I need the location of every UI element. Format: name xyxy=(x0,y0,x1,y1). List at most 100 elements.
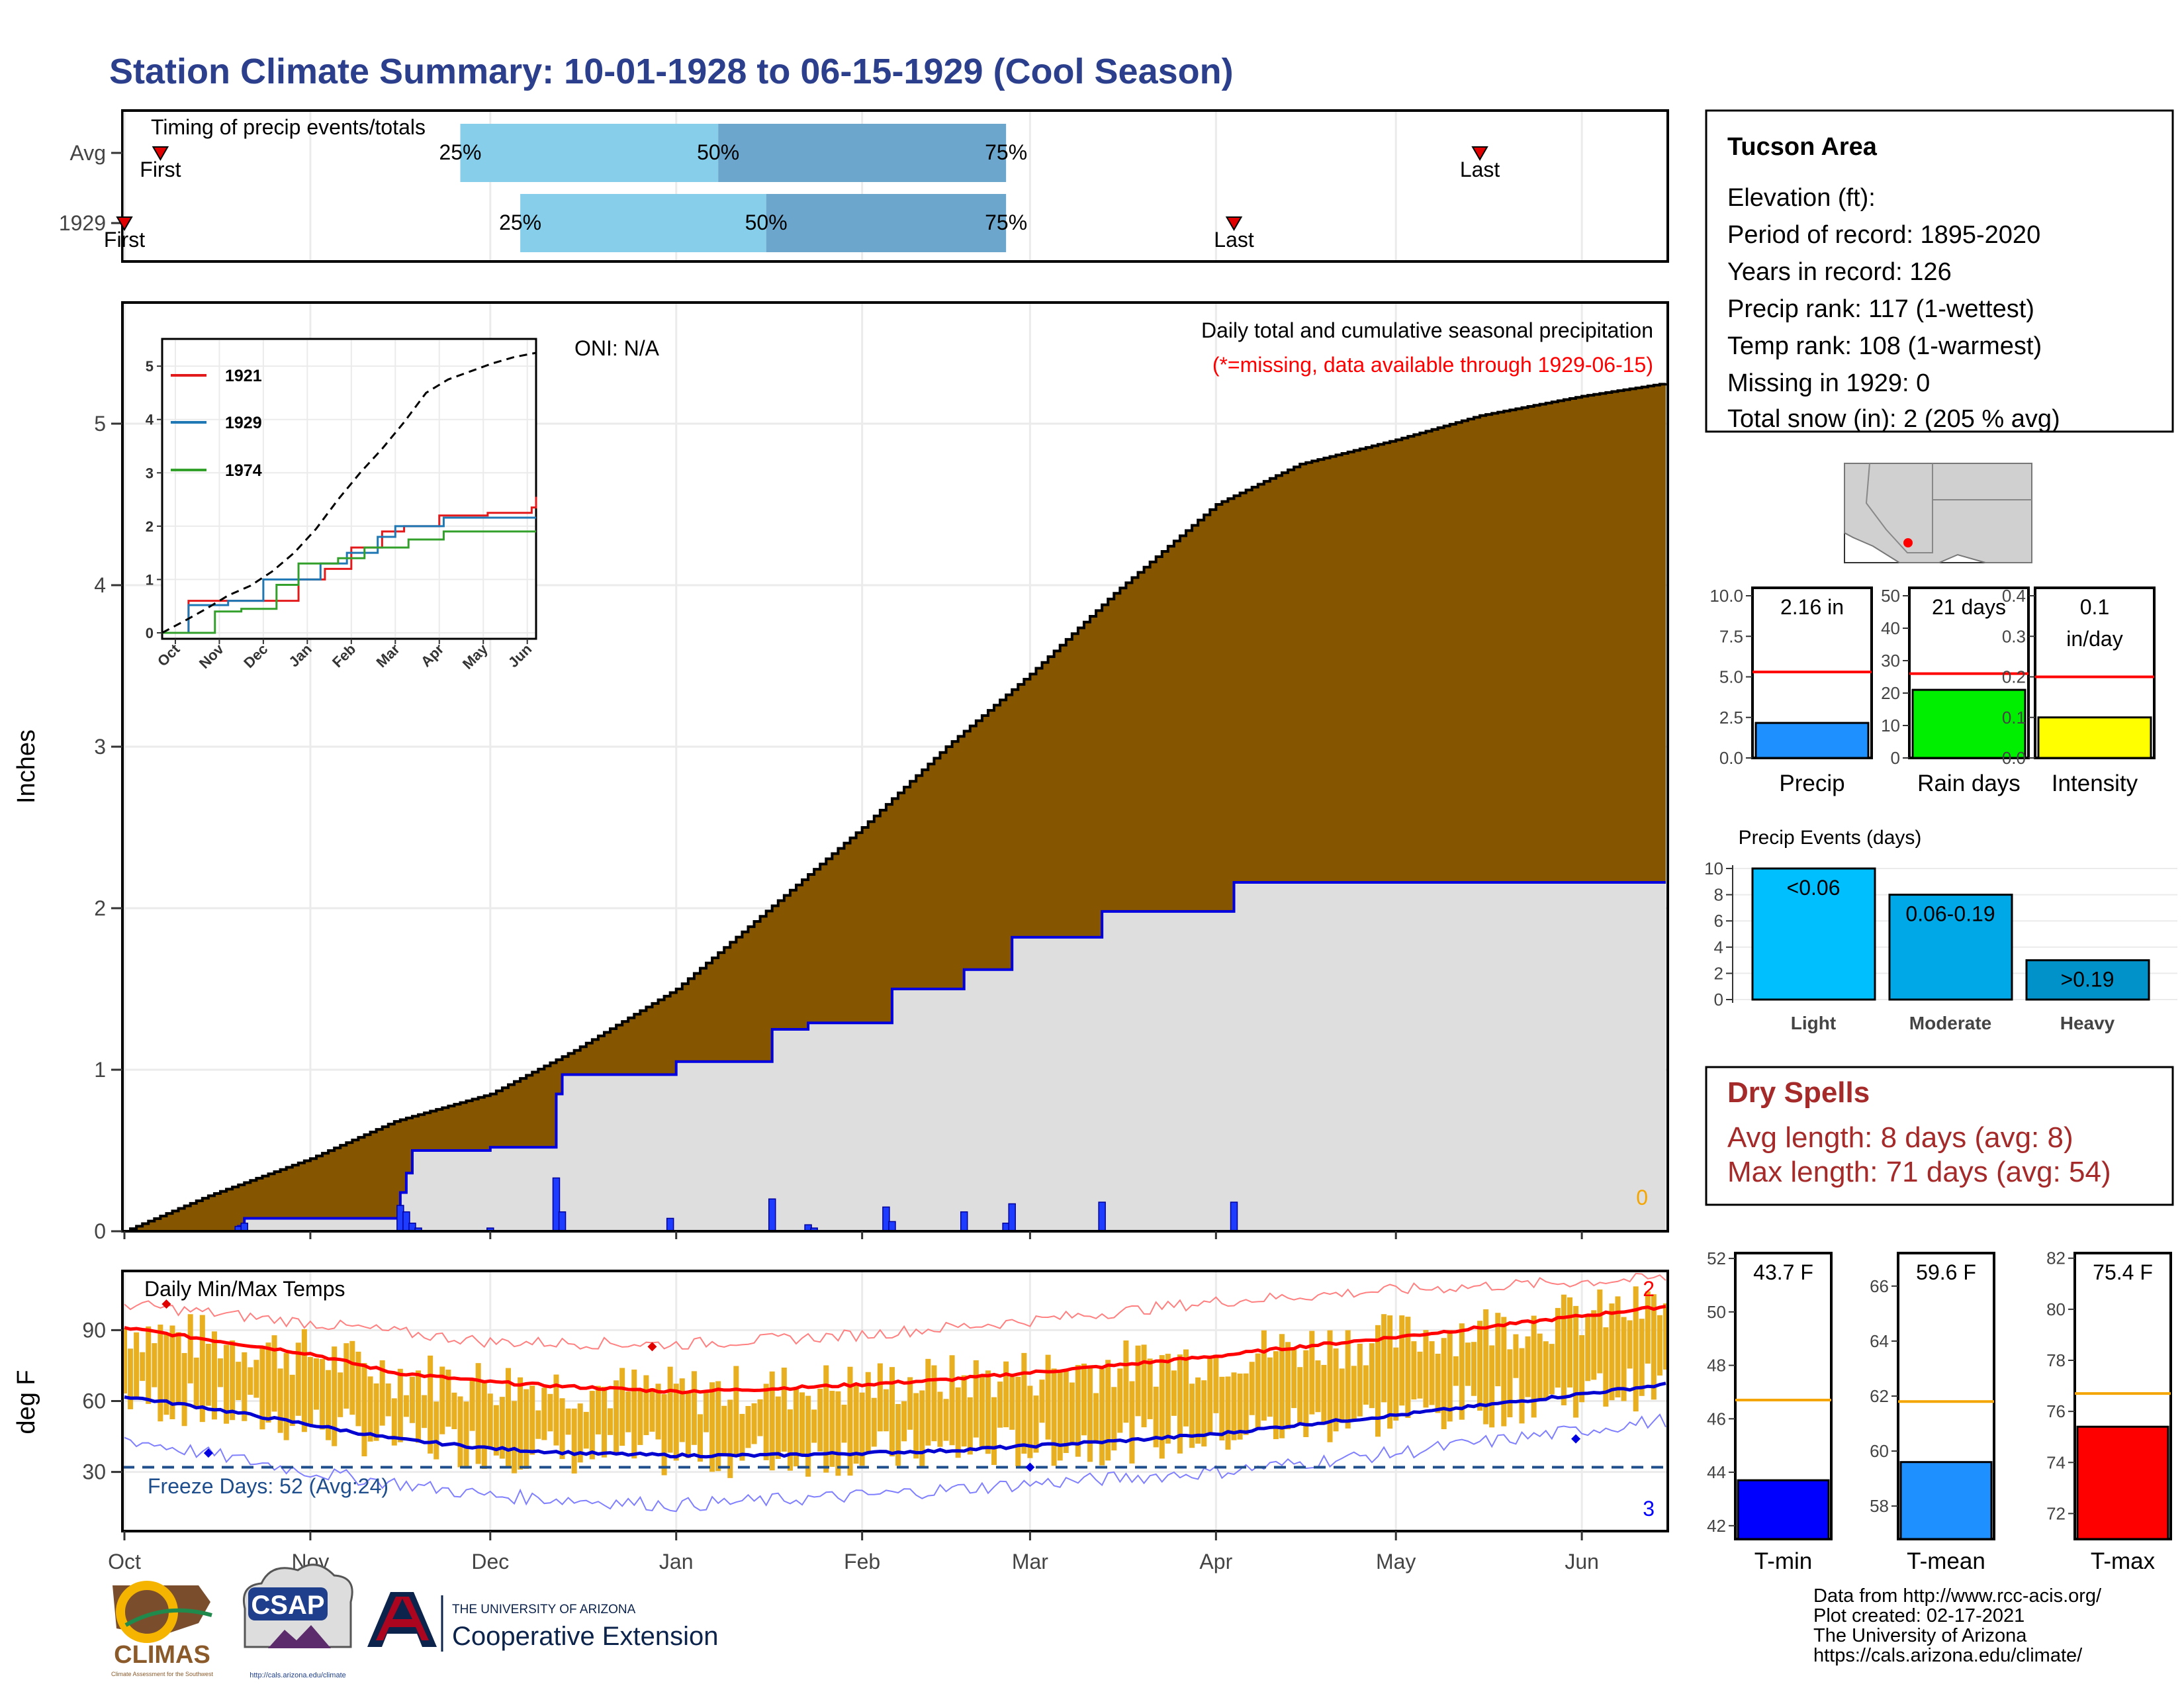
inset-legend: 1921 1929 1974 xyxy=(171,367,262,480)
daily-temp-bar xyxy=(733,1366,739,1455)
daily-temp-bar xyxy=(1663,1303,1668,1370)
daily-temp-bar xyxy=(757,1399,763,1436)
timing-first-marker-icon xyxy=(152,146,169,161)
daily-temp-bar xyxy=(1093,1393,1099,1443)
daily-temp-bar xyxy=(373,1383,379,1441)
daily-temp-bar xyxy=(704,1392,709,1432)
climas-swoosh-icon xyxy=(124,1608,212,1627)
csap-logo-text: CSAP xyxy=(251,1591,324,1620)
daily-temp-bar xyxy=(289,1374,295,1427)
daily-temp-bar xyxy=(643,1375,649,1435)
mini-bar-category-label: Precip xyxy=(1779,771,1844,796)
observed-cumulative-line xyxy=(124,880,1666,1233)
daily-temp-bar xyxy=(152,1343,158,1387)
temp-mini-bar-value xyxy=(1737,1479,1830,1540)
mini-bar-y-tick-label: 10.0 xyxy=(1709,586,1743,606)
daily-temp-bar xyxy=(1261,1330,1267,1421)
daily-temp-bar xyxy=(205,1343,211,1406)
daily-temp-range-bars xyxy=(122,1286,1668,1478)
daily-temp-bar xyxy=(1075,1365,1081,1457)
daily-temp-bar xyxy=(1441,1338,1447,1430)
temp-mini-bar-y-tick-label: 52 xyxy=(1707,1248,1726,1268)
precip-y-tick-label: 2 xyxy=(94,896,106,920)
temp-mini-bar-value-label: 75.4 F xyxy=(2093,1260,2153,1284)
temperature-panel: 30 60 90 Daily Min/Max Temps Freeze Days: … xyxy=(13,1270,1669,1532)
timing-labels: 25% 50% 75% First Last 25% 50% 75% First Last xyxy=(104,140,1500,252)
daily-temp-bar xyxy=(631,1369,637,1459)
mini-bar-y-tick-label: 0.1 xyxy=(2002,708,2026,727)
info-elevation: Elevation (ft): xyxy=(1727,184,1876,212)
daily-temp-bar xyxy=(457,1396,463,1468)
daily-temp-bar xyxy=(277,1368,283,1433)
temp-mini-bar-y-tick-label: 80 xyxy=(2046,1299,2066,1319)
info-years-in-record: Years in record: 126 xyxy=(1727,258,1952,286)
daily-temp-bar xyxy=(769,1371,775,1471)
precip-events-bars: 0 2 4 6 8 10 <0.06 Light 0.06-0.19 Moderate >0.19 H… xyxy=(1704,859,2177,1033)
daily-temp-bar xyxy=(1105,1360,1111,1461)
page-title: Station Climate Summary: 10-01-1928 to 0… xyxy=(109,52,1234,91)
daily-temp-bar xyxy=(307,1356,313,1425)
station-location-dot xyxy=(1903,538,1913,547)
daily-temp-bar xyxy=(469,1378,475,1431)
timing-bar-q50-q75 xyxy=(718,124,1007,182)
daily-temp-bar xyxy=(475,1363,481,1464)
month-tick-label: Mar xyxy=(1012,1550,1048,1573)
legend-label-1921: 1921 xyxy=(225,367,262,385)
daily-temp-bar xyxy=(512,1401,518,1474)
daily-temp-bar xyxy=(571,1408,577,1474)
daily-temp-bar xyxy=(1525,1336,1531,1397)
daily-temp-bar xyxy=(295,1342,301,1416)
daily-temp-bar xyxy=(391,1398,397,1446)
daily-temp-bar xyxy=(1615,1296,1621,1398)
daily-temp-bar xyxy=(1417,1351,1423,1399)
timing-row-label-year: 1929 xyxy=(59,211,106,235)
daily-temp-bar xyxy=(967,1397,973,1455)
daily-temp-bar xyxy=(248,1367,253,1395)
daily-temp-bar xyxy=(625,1391,631,1432)
inset-y-tick-label: 5 xyxy=(146,358,154,375)
temp-mini-bar-y-tick-label: 42 xyxy=(1707,1516,1726,1536)
events-bar-label: 0.06-0.19 xyxy=(1905,902,1995,926)
info-temp-rank: Temp rank: 108 (1-warmest) xyxy=(1727,332,2042,360)
temp-mini-bar-y-tick-label: 74 xyxy=(2046,1452,2066,1472)
events-bar-heavy xyxy=(2025,959,2150,1001)
daily-temp-bar xyxy=(895,1403,901,1466)
daily-temp-bar xyxy=(1231,1372,1237,1440)
daily-temp-bar xyxy=(1477,1321,1483,1411)
temp-mini-bar-y-tick-label: 78 xyxy=(2046,1350,2066,1370)
daily-temp-bar xyxy=(1063,1370,1069,1453)
timing-label-25: 25% xyxy=(499,211,541,234)
map-state-borders xyxy=(1865,463,2032,553)
timing-last-label: Last xyxy=(1214,228,1254,252)
climas-logo-subtitle: Climate Assessment for the Southwest xyxy=(111,1671,214,1677)
daily-temp-bar xyxy=(739,1413,745,1461)
daily-temp-bar xyxy=(781,1367,787,1452)
daily-temp-bar xyxy=(301,1329,307,1432)
daily-temp-bar xyxy=(326,1370,332,1440)
temp-mini-bar-value xyxy=(1899,1461,1993,1540)
daily-temp-bar xyxy=(535,1410,541,1439)
events-bar-moderate xyxy=(1888,894,2013,1001)
temp-mini-bar-y-tick-label: 46 xyxy=(1707,1409,1726,1429)
station-info-box: Tucson Area Elevation (ft): Period of re… xyxy=(1705,109,2174,433)
daily-temp-bar xyxy=(1639,1319,1645,1396)
daily-temp-bar xyxy=(1375,1325,1381,1437)
average-cumulative-outline xyxy=(124,383,1667,1233)
inset-frame xyxy=(161,338,537,640)
footer: CLIMAS Climate Assessment for the Southw… xyxy=(111,1564,2102,1679)
daily-temp-bar xyxy=(997,1382,1003,1428)
daily-temp-bar xyxy=(1519,1348,1525,1424)
daily-temp-bar xyxy=(1255,1353,1261,1429)
daily-temp-bar xyxy=(379,1360,385,1426)
daily-temp-bar xyxy=(259,1348,265,1430)
inset-line-1974 xyxy=(162,530,536,634)
daily-temp-bar xyxy=(541,1387,547,1440)
daily-temp-bar xyxy=(1057,1372,1063,1461)
precip-y-axis: 0 1 2 3 4 5 xyxy=(94,412,122,1243)
daily-temp-bar xyxy=(1453,1356,1459,1386)
daily-temp-bar xyxy=(907,1377,913,1430)
month-tick-label: Jun xyxy=(1565,1550,1599,1573)
month-tick-label: Oct xyxy=(108,1550,141,1573)
daily-temp-bar xyxy=(619,1368,625,1446)
